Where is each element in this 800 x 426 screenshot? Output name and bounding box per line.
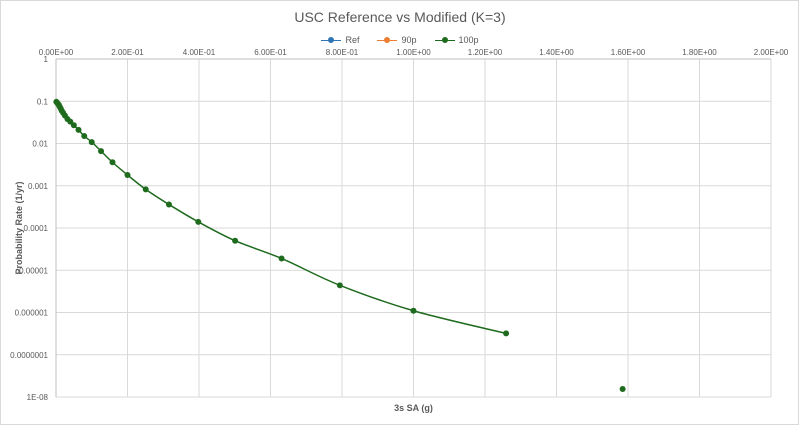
y-tick-label: 0.001 bbox=[28, 182, 49, 191]
x-tick-label: 2.00E-01 bbox=[111, 48, 144, 57]
x-axis-title: 3s SA (g) bbox=[394, 403, 433, 413]
data-point-100p bbox=[336, 282, 343, 289]
data-point-100p bbox=[70, 122, 77, 129]
legend-swatch-100p bbox=[434, 36, 455, 44]
data-point-100p bbox=[278, 255, 285, 262]
data-point-100p bbox=[410, 307, 417, 314]
data-point-100p bbox=[75, 126, 82, 133]
data-point-100p bbox=[67, 118, 74, 125]
data-point-100p bbox=[98, 148, 105, 155]
y-axis-title: Probability Rate (1/yr) bbox=[14, 181, 24, 274]
legend-swatch-ref bbox=[321, 36, 342, 44]
legend: Ref 90p 100p bbox=[0, 35, 800, 45]
x-tick-label: 1.80E+00 bbox=[682, 48, 717, 57]
legend-swatch-90p bbox=[377, 36, 398, 44]
data-point-100p bbox=[81, 133, 88, 140]
data-point-100p bbox=[88, 139, 95, 146]
x-tick-label: 0.00E+00 bbox=[39, 48, 74, 57]
legend-item-90p: 90p bbox=[377, 35, 417, 45]
data-point-100p bbox=[165, 201, 172, 208]
data-point-100p bbox=[232, 237, 239, 244]
x-tick-label: 1.40E+00 bbox=[539, 48, 574, 57]
y-tick-label: 0.1 bbox=[37, 97, 49, 106]
data-point-100p bbox=[195, 218, 202, 225]
series-line-100p bbox=[55, 101, 507, 335]
legend-item-100p: 100p bbox=[434, 35, 479, 45]
data-point-100p bbox=[503, 330, 510, 337]
y-tick-label: 0.0001 bbox=[24, 224, 49, 233]
y-tick-label: 1 bbox=[44, 55, 49, 64]
y-tick-label: 0.01 bbox=[32, 140, 48, 149]
chart-title: USC Reference vs Modified (K=3) bbox=[294, 9, 506, 25]
x-tick-label: 6.00E-01 bbox=[254, 48, 287, 57]
y-tick-label: 0.000001 bbox=[15, 309, 49, 318]
x-tick-label: 8.00E-01 bbox=[326, 48, 359, 57]
data-point-100p bbox=[109, 159, 116, 166]
data-point-100p bbox=[142, 186, 149, 193]
legend-label-ref: Ref bbox=[345, 35, 360, 45]
y-tick-label: 0.00001 bbox=[19, 266, 48, 275]
x-tick-label: 1.60E+00 bbox=[611, 48, 646, 57]
y-tick-label: 0.0000001 bbox=[10, 351, 48, 360]
legend-label-90p: 90p bbox=[401, 35, 417, 45]
data-point-100p bbox=[619, 385, 626, 392]
legend-item-ref: Ref bbox=[321, 35, 359, 45]
x-tick-label: 1.00E+00 bbox=[396, 48, 431, 57]
y-tick-label: 1E-08 bbox=[27, 393, 49, 402]
x-tick-label: 2.00E+00 bbox=[754, 48, 789, 57]
x-tick-label: 1.20E+00 bbox=[468, 48, 503, 57]
data-point-100p bbox=[124, 171, 131, 178]
x-tick-label: 4.00E-01 bbox=[183, 48, 216, 57]
legend-label-100p: 100p bbox=[458, 35, 479, 45]
